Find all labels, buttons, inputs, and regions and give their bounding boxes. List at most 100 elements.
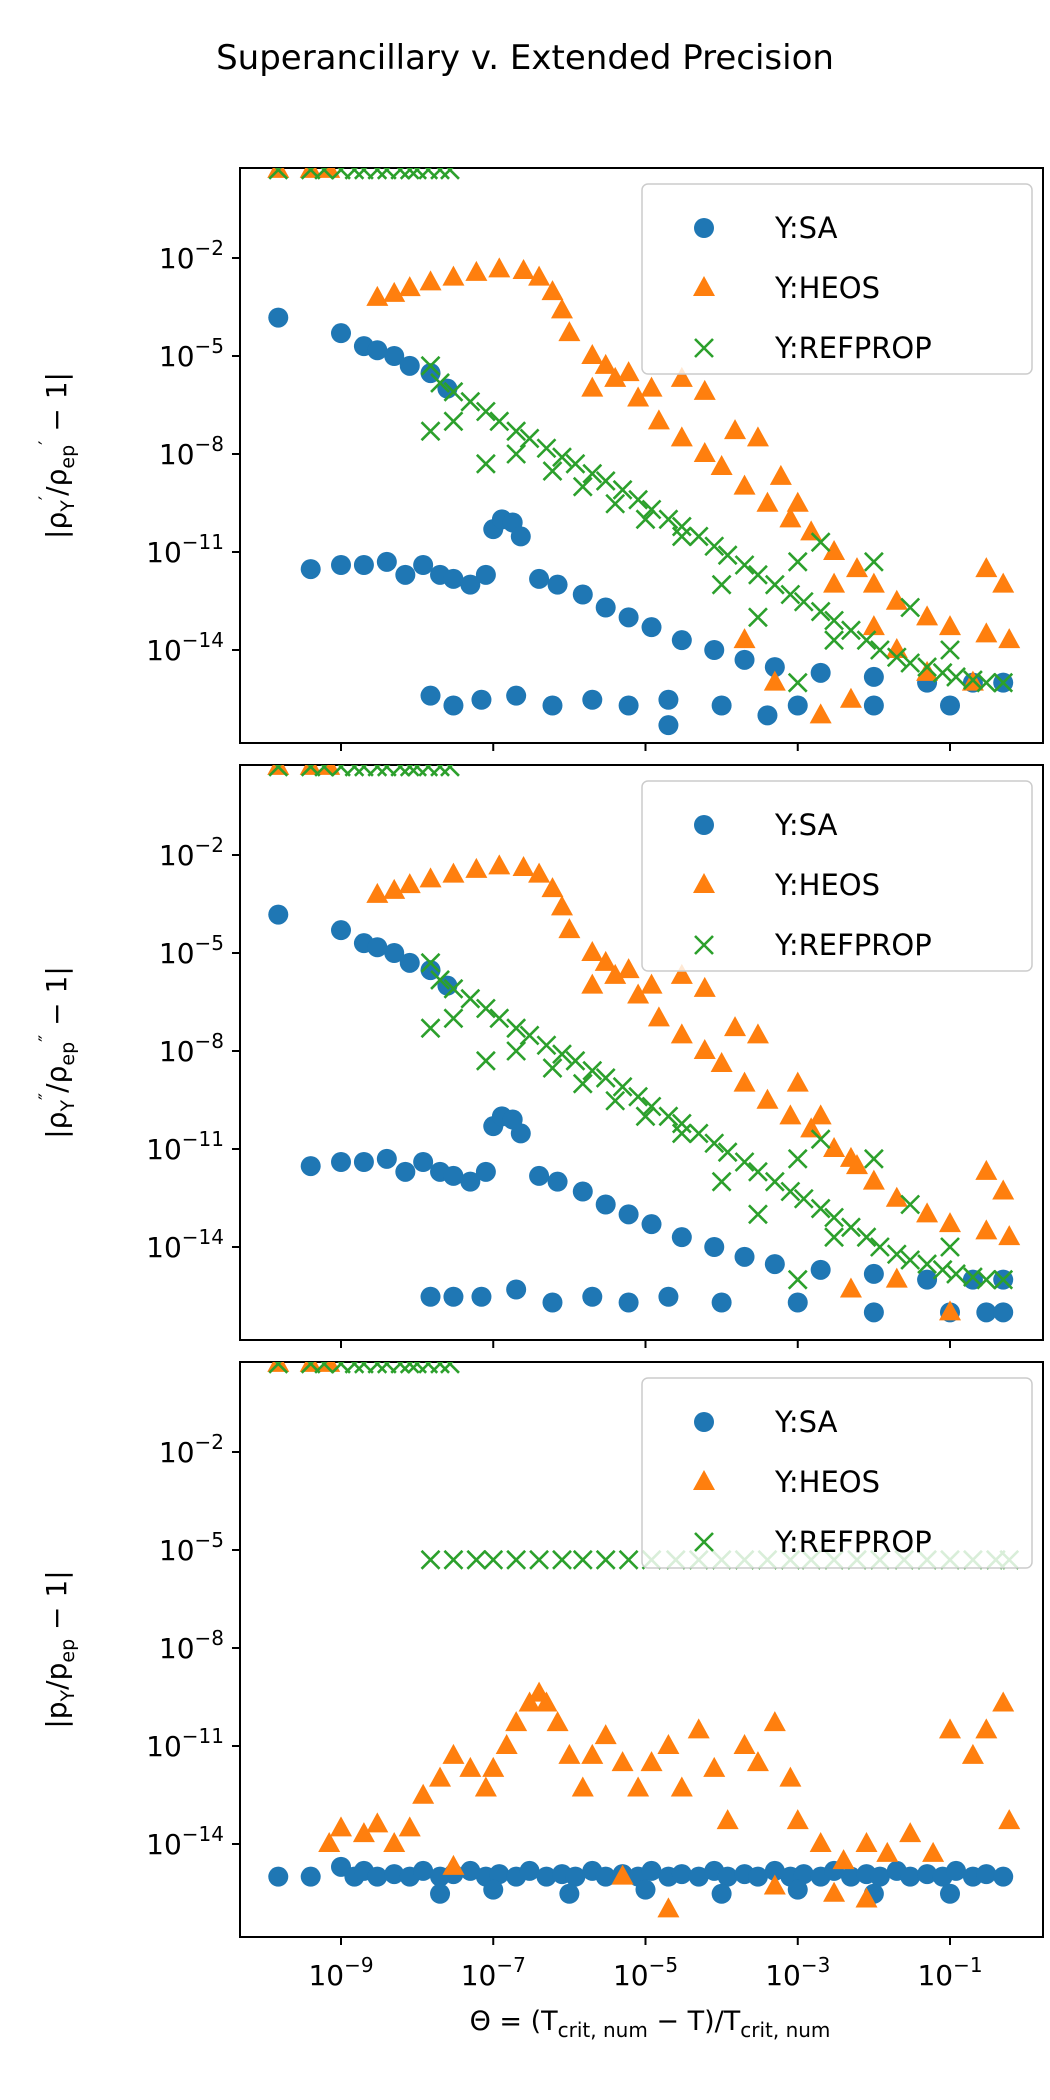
- legend: Y:SA Y:HEOS Y:REFPROP: [641, 183, 1033, 375]
- data-point: [840, 1866, 861, 1887]
- data-point: [841, 1217, 861, 1238]
- data-point: [541, 280, 564, 301]
- data-point: [748, 607, 768, 628]
- data-point: [483, 1879, 504, 1900]
- axes-frame: [239, 167, 1044, 744]
- y-axis-label: |ρY″/ρep″ − 1|: [35, 966, 79, 1139]
- legend-entry: Y:REFPROP: [694, 1525, 932, 1559]
- series-y-heos: [267, 1362, 1021, 1918]
- data-point: [975, 622, 998, 643]
- data-point: [331, 1151, 351, 1172]
- data-point: [595, 597, 616, 618]
- data-point: [605, 493, 626, 514]
- data-point: [748, 1161, 768, 1182]
- data-point: [863, 551, 884, 572]
- data-point: [442, 1743, 465, 1764]
- data-point: [670, 1023, 693, 1044]
- data-point: [746, 1023, 769, 1044]
- data-point: [460, 1171, 481, 1192]
- data-point: [823, 1137, 846, 1157]
- data-point: [529, 1165, 550, 1186]
- legend-box: [641, 1377, 1033, 1569]
- data-point: [769, 464, 792, 485]
- data-point: [506, 444, 527, 464]
- legend-label: Y:REFPROP: [774, 331, 932, 365]
- data-point: [900, 1194, 921, 1215]
- data-point: [824, 1207, 844, 1228]
- data-point: [512, 855, 535, 876]
- data-point: [693, 976, 716, 997]
- data-point: [917, 1269, 938, 1290]
- data-point: [594, 950, 617, 971]
- data-point: [443, 1286, 464, 1307]
- data-point: [558, 321, 581, 342]
- data-point: [475, 401, 496, 422]
- data-point: [693, 379, 716, 400]
- data-point: [565, 453, 586, 474]
- data-point: [420, 421, 441, 442]
- data-point: [547, 574, 568, 595]
- data-point: [618, 1292, 639, 1313]
- data-point: [582, 1060, 603, 1081]
- data-point: [594, 1724, 617, 1745]
- plot-area: [267, 1362, 1021, 1918]
- data-point: [687, 1718, 710, 1739]
- data-point: [724, 1016, 747, 1037]
- data-point: [506, 685, 527, 706]
- data-point: [932, 662, 953, 683]
- y-tick-label: 10−2: [159, 236, 224, 275]
- data-point: [764, 657, 785, 678]
- data-point: [367, 765, 388, 777]
- data-point: [565, 1866, 586, 1887]
- data-point: [764, 1860, 785, 1881]
- data-point: [635, 1879, 656, 1900]
- data-point: [717, 545, 738, 566]
- data-point: [800, 1117, 823, 1138]
- data-point: [571, 1776, 594, 1797]
- y-tick-label: 10−5: [159, 334, 224, 373]
- data-point: [975, 1159, 998, 1180]
- data-point: [940, 695, 960, 716]
- data-point: [443, 1549, 464, 1570]
- data-point: [809, 703, 832, 724]
- data-point: [946, 666, 966, 687]
- data-point: [383, 1832, 406, 1852]
- data-point: [975, 557, 998, 578]
- data-point: [268, 1866, 289, 1887]
- legend-marker: [694, 1532, 714, 1552]
- data-point: [763, 1874, 786, 1895]
- data-point: [506, 1279, 527, 1300]
- data-point: [542, 1058, 563, 1078]
- data-point: [442, 862, 465, 883]
- data-point: [704, 1237, 725, 1257]
- data-point: [618, 607, 639, 628]
- data-point: [869, 640, 890, 660]
- data-point: [330, 1816, 352, 1837]
- data-point: [542, 1292, 563, 1313]
- data-point: [779, 1766, 802, 1787]
- data-point: [841, 620, 861, 641]
- data-point: [611, 1751, 634, 1772]
- data-point: [528, 862, 551, 883]
- data-point: [399, 168, 420, 180]
- data-point: [862, 615, 885, 636]
- figure-title: Superancillary v. Extended Precision: [216, 38, 834, 78]
- data-point: [505, 1711, 528, 1732]
- data-point: [495, 1734, 518, 1754]
- legend-marker: [694, 218, 714, 238]
- data-point: [704, 640, 725, 660]
- data-point: [946, 1860, 967, 1881]
- data-point: [863, 666, 884, 687]
- data-point: [489, 1864, 510, 1885]
- data-point: [604, 963, 627, 984]
- data-point: [800, 520, 823, 541]
- data-point: [366, 1812, 389, 1833]
- data-point: [550, 298, 573, 319]
- data-point: [733, 628, 756, 649]
- data-point: [398, 276, 421, 297]
- plot-area: [267, 168, 1021, 736]
- data-point: [519, 1025, 540, 1046]
- y-ticks: 10−14 10−11 10−8 10−5 10−2: [146, 236, 240, 667]
- data-point: [657, 1897, 680, 1918]
- data-point: [993, 1302, 1014, 1323]
